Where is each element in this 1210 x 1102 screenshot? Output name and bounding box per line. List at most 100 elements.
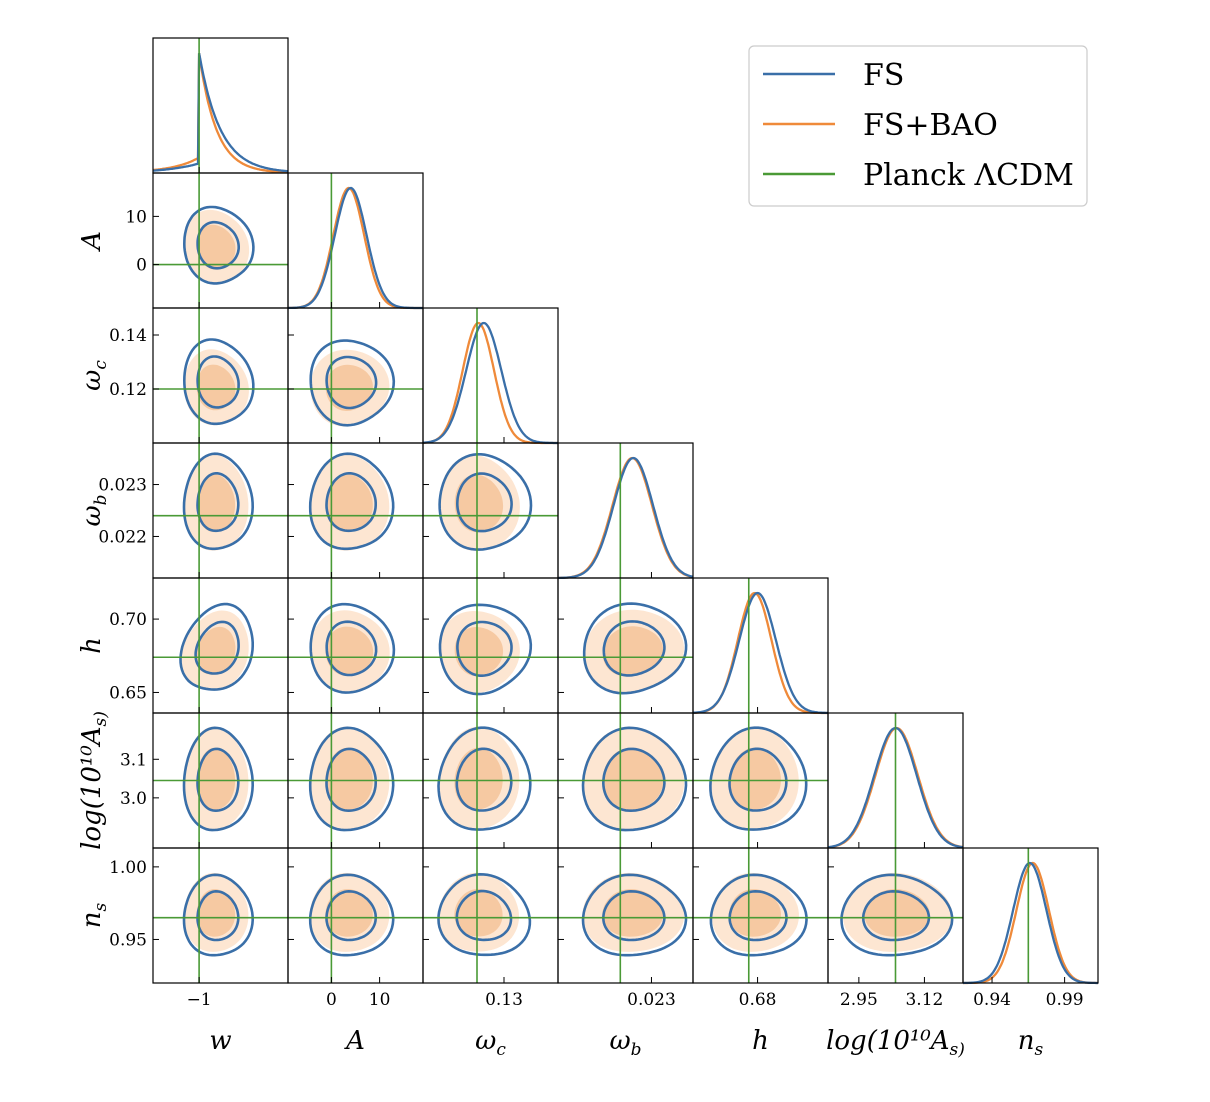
panel-n_s-logAs: 2.95 3.12 [827, 847, 964, 1010]
axis-label-A: A [344, 1026, 365, 1056]
y-tick-label: 0.023 [98, 476, 147, 496]
marginal-bao-h [693, 591, 828, 715]
panel-logAs-omega_b [557, 712, 694, 849]
fs-outer-contour [309, 339, 396, 427]
marginal-bao-omega_c [422, 321, 558, 445]
panel-A-A [287, 172, 424, 310]
marginal-bao-n_s [963, 861, 1098, 985]
axis-label-A: A [77, 231, 107, 252]
bao-inner-contour [454, 888, 503, 937]
y-tick-label: 3.0 [120, 789, 147, 809]
panel-n_s-omega_c: 0.13 [422, 847, 559, 1010]
fs-inner-contour [728, 889, 788, 942]
marginal-bao-A [288, 186, 423, 310]
axis-label-omega_c: ωc [475, 1026, 506, 1060]
fs-outer-contour [438, 453, 533, 551]
panel-n_s-omega_b: 0.023 [557, 847, 694, 1010]
bao-inner-contour [602, 747, 664, 810]
fs-inner-contour [196, 889, 240, 942]
fs-outer-contour [437, 872, 532, 957]
panel-omega_b-w: 0.022 0.023 [98, 442, 289, 579]
panel-n_s-A: 0 10 [287, 847, 424, 1010]
fs-outer-contour [179, 602, 254, 691]
axis-label-h: h [77, 637, 107, 654]
fs-outer-contour [437, 726, 532, 831]
panel-logAs-omega_c [422, 712, 559, 849]
panel-frame [152, 37, 289, 174]
legend-fs-label: FS [863, 58, 904, 93]
bao-inner-contour [454, 474, 504, 533]
bao-inner-contour [728, 747, 781, 810]
bao-inner-contour [196, 474, 236, 533]
panel-omega_b-omega_b [557, 442, 694, 580]
y-tick-label: 0.95 [109, 930, 147, 950]
panel-w-w [152, 37, 289, 174]
bao-inner-contour [325, 474, 373, 533]
x-tick-label: 3.12 [905, 990, 943, 1010]
fs-inner-contour [455, 889, 513, 942]
marginal-fs-omega_c [422, 321, 558, 445]
bao-inner-contour [325, 364, 373, 411]
legend-planck-label: Planck ΛCDM [863, 158, 1074, 193]
axis-label-w: w [209, 1026, 231, 1056]
axis-label-h: h [752, 1026, 769, 1056]
panel-h-h [692, 577, 829, 715]
bao-inner-contour [454, 627, 504, 677]
legend-fsbao-label: FS+BAO [863, 108, 998, 143]
y-tick-label: 0.022 [98, 527, 147, 547]
fs-outer-contour [582, 602, 688, 695]
fs-outer-contour [182, 205, 255, 285]
fs-inner-contour [196, 355, 240, 409]
fs-inner-contour [455, 472, 513, 533]
x-tick-label: 0.99 [1046, 990, 1084, 1010]
bao-inner-contour [864, 889, 930, 937]
marginal-fs-omega_b [558, 456, 694, 580]
axis-label-n_s: ns [1018, 1026, 1044, 1060]
fs-outer-contour [709, 873, 808, 957]
fs-inner-contour [456, 620, 513, 677]
y-tick-label: 3.1 [120, 750, 147, 770]
y-tick-label: 10 [125, 207, 147, 227]
bao-inner-contour [196, 889, 236, 937]
y-tick-label: 0.65 [109, 683, 147, 703]
fs-inner-contour [325, 355, 378, 410]
panel-logAs-A [287, 712, 424, 849]
panel-n_s-w: 0.95 1.00 −1 [109, 847, 289, 1010]
panel-n_s-h: 0.68 [692, 847, 829, 1010]
fs-inner-contour [728, 747, 788, 812]
y-tick-label: 1.00 [109, 858, 147, 878]
panel-omega_c-w: 0.12 0.14 [109, 307, 289, 444]
y-tick-label: 0.12 [109, 380, 147, 400]
panel-logAs-w: 3.0 3.1 [120, 712, 289, 849]
fs-outer-contour [709, 726, 808, 831]
panel-logAs-h [692, 712, 829, 849]
legend-frame [748, 45, 1088, 207]
bao-inner-contour [195, 626, 236, 675]
bao-inner-contour [196, 364, 236, 411]
axis-label-n_s: ns [77, 902, 111, 928]
fs-inner-contour [862, 889, 931, 942]
bao-inner-contour [602, 626, 663, 677]
panel-h-omega_c [422, 577, 559, 714]
axis-label-omega_c: ωc [77, 360, 111, 391]
x-tick-label: 2.95 [840, 990, 878, 1010]
x-tick-label: 0.68 [739, 990, 777, 1010]
fs-inner-contour [196, 472, 240, 533]
x-tick-label: 0.13 [485, 990, 523, 1010]
axis-label-logAs: log(10¹⁰As) [77, 711, 111, 850]
bao-inner-contour [602, 889, 664, 937]
panel-frame [422, 307, 559, 444]
panel-A-w: 0 10 [125, 172, 289, 309]
bao-inner-contour [196, 747, 236, 810]
panel-omega_c-omega_c [422, 307, 559, 445]
panel-h-omega_b [557, 577, 694, 714]
panel-omega_b-omega_c [422, 442, 559, 579]
axis-label-logAs: log(10¹⁰As) [826, 1026, 965, 1060]
x-tick-label: 0 [326, 990, 337, 1010]
fs-outer-contour [308, 452, 395, 551]
panel-h-w: 0.65 0.70 [109, 577, 289, 714]
fs-inner-contour [601, 889, 666, 942]
x-tick-label: 10 [369, 990, 391, 1010]
panel-frame [962, 847, 1099, 984]
fs-outer-contour [182, 452, 255, 551]
